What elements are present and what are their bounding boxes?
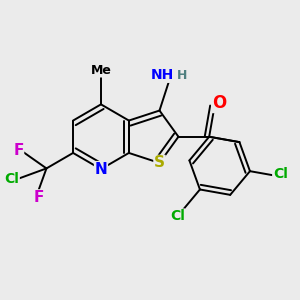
Text: N: N — [94, 162, 107, 177]
Text: F: F — [34, 190, 44, 205]
Text: NH: NH — [151, 68, 174, 82]
Text: S: S — [154, 155, 165, 170]
Text: H: H — [176, 69, 187, 82]
Text: O: O — [212, 94, 226, 112]
Text: Cl: Cl — [273, 167, 288, 181]
Text: Cl: Cl — [170, 209, 185, 223]
Text: Cl: Cl — [4, 172, 19, 186]
Text: Me: Me — [91, 64, 111, 77]
Text: F: F — [13, 143, 23, 158]
